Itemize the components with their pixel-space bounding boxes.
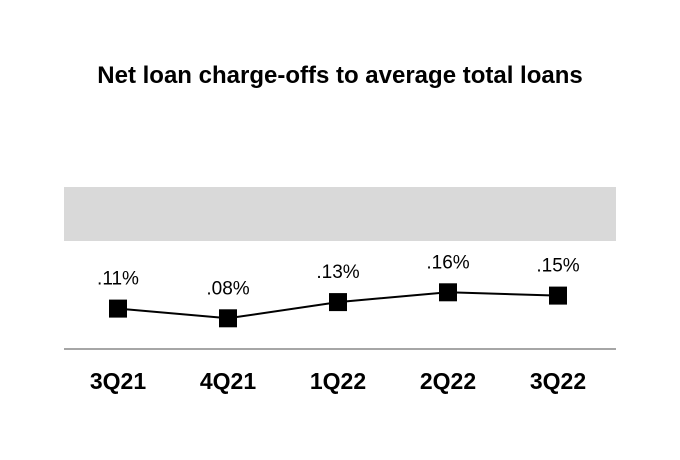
x-tick-label: 2Q22 bbox=[420, 368, 476, 394]
x-tick-label: 4Q21 bbox=[200, 368, 256, 394]
data-point-marker bbox=[439, 283, 457, 302]
data-label: .15% bbox=[536, 256, 579, 277]
data-point-marker bbox=[329, 293, 347, 312]
x-tick-label: 3Q22 bbox=[530, 368, 586, 394]
data-label: .16% bbox=[426, 252, 469, 273]
chart-title: Net loan charge-offs to average total lo… bbox=[97, 62, 583, 89]
data-point-marker bbox=[219, 309, 237, 328]
x-tick-label: 3Q21 bbox=[90, 368, 146, 394]
data-point-marker bbox=[549, 286, 567, 305]
data-label: .08% bbox=[206, 278, 249, 299]
x-tick-label: 1Q22 bbox=[310, 368, 366, 394]
data-label: .13% bbox=[316, 262, 359, 283]
header-band bbox=[64, 187, 616, 241]
tick-layer: 3Q21 4Q21 1Q22 2Q22 3Q22 bbox=[90, 368, 586, 394]
data-label: .11% bbox=[97, 269, 139, 290]
label-layer: .11% .08% .13% .16% .15% bbox=[97, 252, 580, 299]
series-layer bbox=[109, 283, 567, 328]
data-point-marker bbox=[109, 299, 127, 318]
